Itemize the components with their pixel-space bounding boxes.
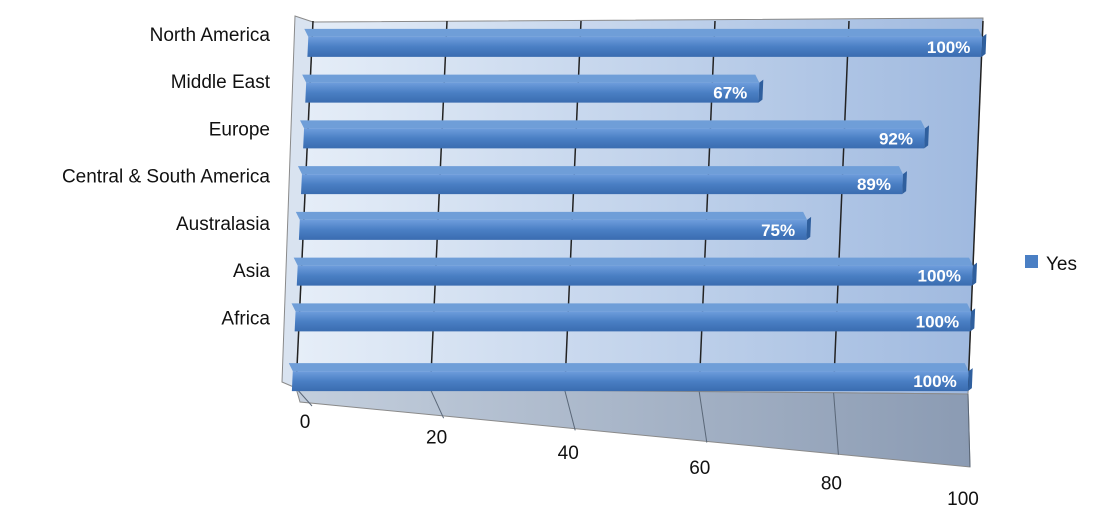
bar-end-face: [902, 171, 907, 195]
back-wall: [295, 17, 984, 395]
bar-end-face: [806, 216, 812, 240]
bar-top-face: [297, 166, 903, 175]
data-label-5: 75%: [761, 221, 795, 240]
x-tick-label-100: 100: [947, 489, 979, 510]
x-tick-labels: 0 20 40 60 80 100: [300, 412, 979, 510]
bar-8: 100%: [288, 363, 973, 392]
bar-top-face: [291, 303, 972, 312]
floor-grid-line-80: [833, 392, 839, 455]
bar-top-face: [302, 74, 760, 83]
bar-6: 100%: [293, 257, 978, 286]
legend-swatch: [1025, 255, 1038, 268]
floor-grid-line-20: [429, 388, 445, 419]
category-label-7: Africa: [221, 308, 270, 329]
data-label-2: 67%: [713, 84, 747, 103]
data-label-6: 100%: [918, 267, 961, 286]
floor: [295, 387, 971, 468]
bar-top-face: [300, 120, 925, 129]
data-label-1: 100%: [927, 38, 970, 57]
data-label-7: 100%: [916, 312, 959, 331]
bar-3: 92%: [300, 120, 929, 149]
legend: Yes: [1025, 254, 1077, 275]
legend-label-yes: Yes: [1046, 254, 1077, 275]
category-labels: North America Middle East Europe Central & …: [62, 25, 271, 330]
x-tick-label-40: 40: [558, 443, 579, 464]
category-label-2: Middle East: [171, 72, 271, 93]
bar-top-face: [295, 211, 808, 220]
plot-walls: [281, 15, 984, 468]
bar-end-face: [758, 79, 764, 103]
bar-front-face: [303, 128, 925, 149]
bar-top-face: [304, 28, 983, 37]
floor-grid-line-100: [967, 393, 971, 468]
data-label-3: 92%: [879, 129, 913, 148]
bar-front-face: [291, 371, 969, 392]
category-label-6: Asia: [233, 261, 270, 282]
category-label-1: North America: [150, 25, 271, 46]
x-tick-label-60: 60: [689, 458, 710, 479]
bar-front-face: [307, 36, 983, 57]
bar-end-face: [924, 125, 929, 149]
bar-end-face: [972, 262, 978, 286]
bar-front-face: [305, 82, 760, 103]
floor-grid-line-40: [564, 390, 576, 431]
bar-5: 75%: [295, 211, 812, 240]
x-tick-label-20: 20: [426, 427, 447, 448]
bar-front-face: [298, 219, 808, 240]
category-label-4: Central & South America: [62, 167, 270, 188]
floor-grid-line-60: [698, 391, 708, 443]
bar-end-face: [967, 368, 973, 392]
bar-front-face: [301, 174, 903, 195]
bar-top-face: [288, 363, 969, 372]
x-tick-label-80: 80: [821, 474, 842, 495]
bar-1: 100%: [304, 28, 987, 57]
bar-7: 100%: [291, 303, 976, 332]
category-label-5: Australasia: [176, 214, 270, 235]
bar-end-face: [981, 33, 987, 57]
data-label-4: 89%: [857, 175, 891, 194]
bar-top-face: [293, 257, 974, 266]
bar-end-face: [970, 308, 976, 332]
x-tick-label-0: 0: [300, 412, 311, 433]
bar-front-face: [294, 311, 972, 332]
bar-2: 67%: [302, 74, 764, 103]
category-label-3: Europe: [209, 119, 270, 140]
data-label-8: 100%: [913, 372, 956, 391]
bars: 100% 67% 92% 89% 75% 100% 100% 100%: [288, 28, 987, 392]
bar-4: 89%: [297, 166, 907, 195]
bar-front-face: [296, 265, 974, 286]
